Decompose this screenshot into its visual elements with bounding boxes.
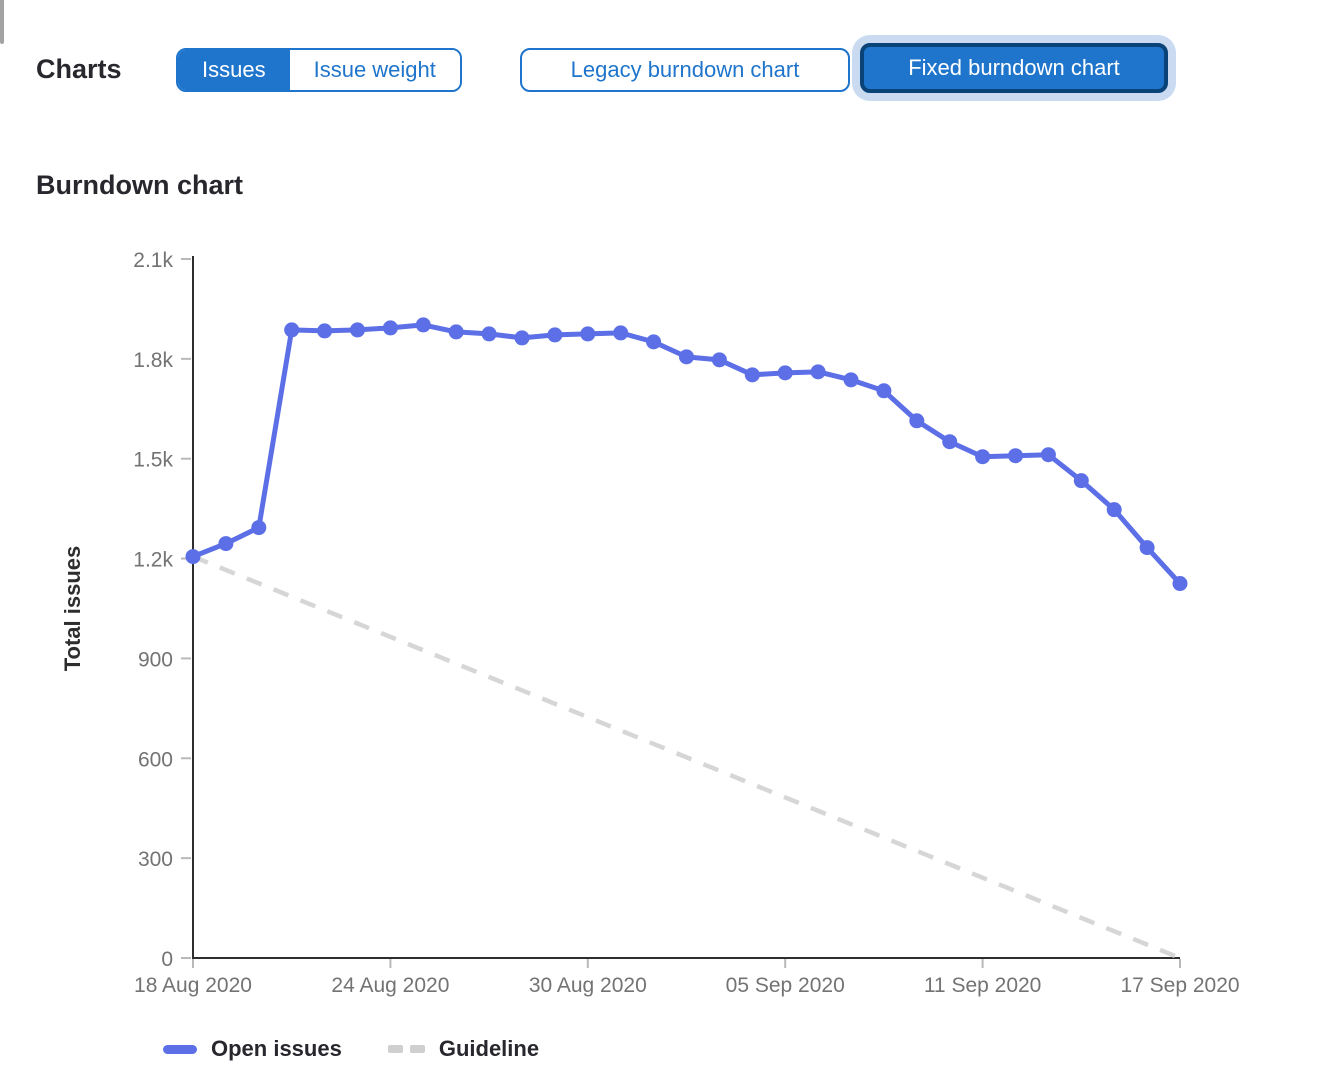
open-issues-point (777, 365, 793, 381)
open-issues-point (646, 334, 662, 350)
open-issues-point (1040, 447, 1056, 463)
open-issues-point (251, 520, 267, 536)
open-issues-point (876, 383, 892, 399)
issues-weight-segmented-control: Issues Issue weight (176, 48, 462, 92)
open-issues-point (1106, 502, 1122, 518)
open-issues-point (711, 352, 727, 368)
open-issues-point (481, 326, 497, 342)
open-issues-point (514, 330, 530, 346)
y-tick-label: 300 (138, 848, 173, 871)
open-issues-point (580, 326, 596, 342)
chart-legend: Open issues Guideline (163, 1036, 539, 1062)
open-issues-point (679, 349, 694, 365)
open-issues-point (1172, 576, 1188, 592)
open-issues-point (942, 434, 958, 450)
open-issues-point (810, 364, 826, 380)
open-issues-point (975, 449, 991, 465)
open-issues-point (448, 324, 464, 340)
x-tick-label: 11 Sep 2020 (924, 974, 1042, 997)
guideline-legend-label: Guideline (438, 1036, 540, 1061)
fixed-burndown-chart-button[interactable]: Fixed burndown chart (860, 43, 1168, 93)
open-issues-point (1139, 540, 1155, 556)
x-tick-label: 17 Sep 2020 (1120, 974, 1239, 997)
open-issues-point (1073, 473, 1089, 489)
issues-toggle-button[interactable]: Issues (178, 50, 290, 90)
open-issues-point (415, 317, 431, 333)
y-axis-title: Total issues (60, 546, 85, 672)
open-issues-line-swatch (163, 1044, 197, 1054)
y-tick-label: 2.1k (133, 249, 173, 272)
guideline-dash-swatch (387, 1045, 425, 1053)
open-issues-point (1008, 448, 1023, 464)
open-issues-point (744, 367, 760, 383)
open-issues-point (843, 372, 859, 388)
issue-weight-toggle-button[interactable]: Issue weight (289, 50, 460, 90)
open-issues-legend-label: Open issues (211, 1036, 342, 1061)
open-issues-point (317, 323, 333, 339)
y-tick-label: 1.8k (133, 349, 173, 372)
legend-item-open-issues[interactable]: Open issues (163, 1036, 342, 1062)
x-tick-label: 24 Aug 2020 (331, 974, 449, 997)
chart-title: Burndown chart (36, 170, 243, 200)
charts-label: Charts (36, 54, 122, 84)
x-tick-label: 30 Aug 2020 (529, 974, 647, 997)
open-issues-point (350, 322, 365, 338)
y-tick-label: 1.2k (133, 549, 173, 572)
guideline-line (192, 554, 1181, 961)
y-tick-label: 900 (138, 648, 173, 671)
y-tick-label: 600 (138, 748, 173, 771)
open-issues-point (218, 536, 234, 552)
open-issues-point (547, 327, 563, 343)
legend-item-guideline[interactable]: Guideline (387, 1036, 540, 1062)
scrollbar-fragment (0, 0, 4, 44)
x-tick-label: 05 Sep 2020 (726, 974, 845, 997)
y-tick-label: 1.5k (133, 449, 173, 472)
open-issues-point (613, 325, 629, 341)
legacy-burndown-chart-button[interactable]: Legacy burndown chart (520, 48, 850, 92)
x-tick-label: 18 Aug 2020 (134, 974, 252, 997)
open-issues-point (382, 320, 398, 336)
open-issues-point (909, 413, 925, 429)
y-tick-label: 0 (161, 948, 173, 971)
burndown-chart-svg: 0 300 600 900 1.2k 1.5k 1.8k 2.1k 18 Aug 2020 24 … (60, 249, 1240, 997)
open-issues-point (284, 322, 300, 338)
open-issues-point (185, 549, 201, 565)
